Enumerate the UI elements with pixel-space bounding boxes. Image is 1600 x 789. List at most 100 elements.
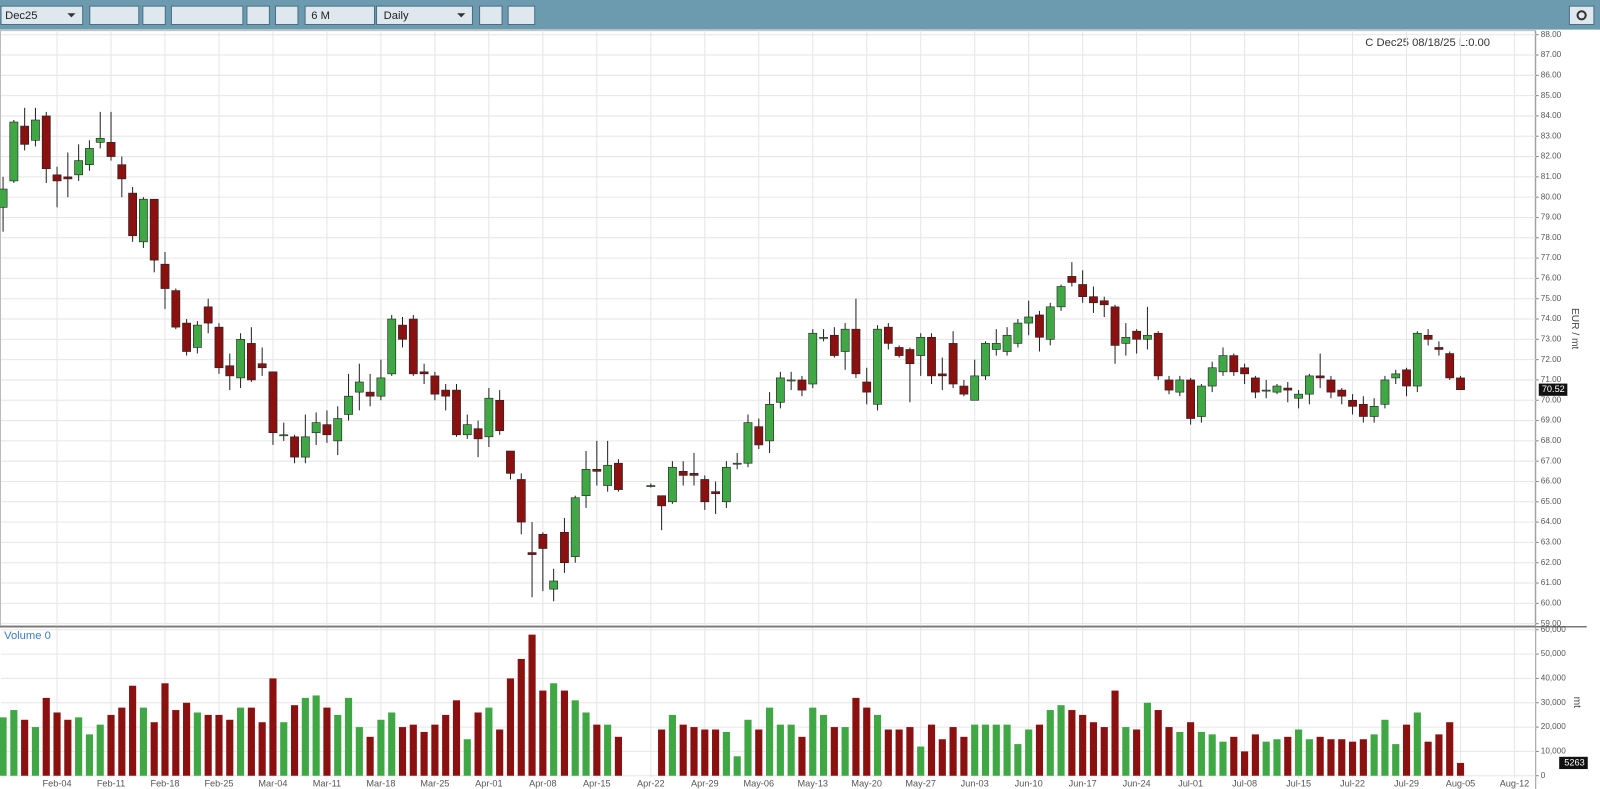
candle-body [1456,377,1465,391]
volume-bar [150,722,158,776]
last-price-tag [1538,383,1568,396]
x-tick-label: Jul-08 [1232,778,1257,788]
candle-body [1110,306,1120,346]
contract-select[interactable] [0,5,84,26]
candle-body [991,343,1001,350]
interval-select[interactable] [376,5,473,26]
volume-bar [442,714,450,776]
legend: C Dec25 08/18/25 L:0.00 [1365,37,1490,49]
x-tick-label: Jul-15 [1286,778,1311,788]
candle-body [398,324,407,340]
candle-body [300,436,310,458]
y-tick-label: 60,000 [1541,625,1566,634]
candle-body [1272,385,1282,393]
candle-body [549,580,559,590]
tool-button[interactable] [479,5,503,26]
chart-type-group[interactable] [170,5,244,26]
volume-bar [679,724,687,776]
volume-bar [863,707,871,776]
volume-bar [85,734,93,776]
candle-body [246,343,256,381]
candle-body [257,363,267,369]
candle-body [1143,334,1152,340]
volume-bar [474,712,482,776]
volume-bar [247,707,255,776]
volume-bar [21,719,29,776]
volume-bar [53,712,61,776]
volume-bar [1327,739,1335,776]
candle-body [20,125,30,145]
x-tick-label: Jul-29 [1394,778,1419,788]
volume-bar [949,727,957,776]
candle-body [516,479,526,523]
candle-body [387,318,397,375]
y-tick-label: 30,000 [1541,698,1566,707]
y-tick-label: 66.00 [1541,477,1562,486]
candle-body [668,466,677,503]
candle-body [819,336,828,339]
candle-body [149,198,159,261]
candle-body [894,347,904,356]
candle-body [732,462,742,465]
tool-button[interactable] [507,5,536,26]
x-tick-label: May-27 [905,778,936,788]
candle-body [1294,393,1303,399]
x-tick-label: Feb-11 [97,778,125,788]
tool-button[interactable] [246,5,270,26]
candle-body [441,389,451,397]
candle-body [171,290,181,328]
candle-body [1164,379,1174,391]
y-tick-label: 64.00 [1541,517,1562,526]
candle-body [473,428,483,440]
tool-group[interactable] [89,5,140,26]
candle-body [1434,347,1444,350]
candle-body [322,424,332,436]
volume-bar [1338,739,1346,776]
x-tick-label: Mar-11 [313,778,341,788]
volume-bar [960,736,968,776]
y-axis-title: EUR / mt [1569,308,1580,349]
candle-body [52,174,62,182]
volume-bar [420,731,428,776]
volume-bar [1079,714,1087,776]
volume-bar [992,724,1000,776]
volume-bar [819,714,828,776]
volume-bar [323,707,331,776]
candle-body [592,468,602,472]
volume-bar [139,707,147,776]
candle-body [873,328,882,405]
range-select[interactable] [304,5,375,26]
candle-body [1229,355,1239,373]
candle-body [117,164,127,180]
volume-bar [0,717,7,776]
volume-bar [10,710,18,776]
volume-bar [31,727,40,776]
candle-body [786,379,796,382]
candle-body [851,328,861,375]
candle-body [1035,314,1044,338]
candle-body [225,365,235,377]
candle-body [333,418,343,442]
volume-bar [539,690,547,776]
volume-bar [830,727,838,776]
candle-body [570,497,580,557]
volume-bar [1197,731,1205,776]
candle-body [808,332,818,385]
candle-body [31,119,40,141]
volume-bar [701,729,709,776]
volume-bar [1143,702,1151,776]
candle-body [85,148,94,165]
tool-button[interactable] [275,5,299,26]
volume-bar [237,707,245,776]
candle-body [1078,284,1088,297]
volume-bar [755,729,763,776]
x-tick-label: Jun-17 [1069,778,1097,788]
y-tick-label: 62.00 [1541,558,1562,567]
candle-body [1261,389,1271,392]
settings-button[interactable] [1568,5,1595,26]
candle-body [1326,379,1336,393]
volume-bar [1370,734,1378,776]
tool-button[interactable] [142,5,166,26]
candle-body [1153,332,1163,377]
